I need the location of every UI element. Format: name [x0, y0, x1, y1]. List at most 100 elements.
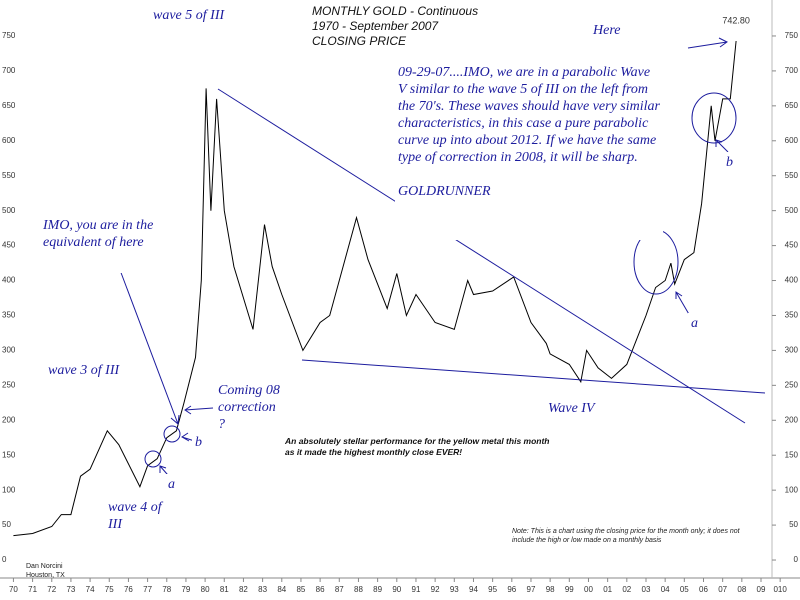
y-tick-label: 150	[2, 450, 16, 459]
y-tick-label: 300	[2, 346, 16, 355]
x-tick-label: 93	[450, 585, 459, 594]
y-tick-label-right: 50	[789, 520, 798, 529]
commentary: 09-29-07....IMO, we are in a parabolic W…	[395, 62, 663, 240]
author-place: Houston, TX	[26, 572, 65, 579]
x-tick-label: 81	[220, 585, 229, 594]
annotation: IMO, you are in the equivalent of here	[40, 215, 168, 273]
x-tick-label: 98	[546, 585, 555, 594]
x-tick-label: 86	[316, 585, 325, 594]
y-tick-label: 400	[2, 276, 16, 285]
arrow	[675, 291, 691, 317]
x-tick-label: 90	[392, 585, 401, 594]
annotation: a	[688, 313, 738, 353]
y-tick-label-right: 300	[785, 346, 799, 355]
annotation: a	[165, 474, 205, 516]
x-tick-label: 03	[642, 585, 651, 594]
x-tick-label: 05	[680, 585, 689, 594]
x-tick-label: 73	[66, 585, 75, 594]
x-tick-label: 88	[354, 585, 363, 594]
price-line	[13, 40, 737, 537]
y-tick-label-right: 350	[785, 311, 799, 320]
footnote: Note: This is a chart using the closing …	[512, 528, 740, 544]
y-tick-label: 100	[2, 485, 16, 494]
x-tick-label: 89	[373, 585, 382, 594]
y-tick-label-right: 600	[785, 136, 799, 145]
commentary-signature: GOLDRUNNER	[398, 184, 491, 199]
trend-line	[301, 359, 766, 394]
annotation: b	[192, 432, 235, 474]
y-tick-label: 350	[2, 311, 16, 320]
x-tick-label: 97	[527, 585, 536, 594]
x-tick-label: 84	[277, 585, 286, 594]
y-tick-label: 450	[2, 241, 16, 250]
arrow	[687, 37, 728, 49]
x-tick-label: 77	[143, 585, 152, 594]
x-tick-label: 02	[622, 585, 631, 594]
x-tick-label: 07	[718, 585, 727, 594]
y-tick-label-right: 400	[785, 276, 799, 285]
x-tick-label: 010	[773, 585, 787, 594]
arrow	[715, 139, 729, 153]
y-tick-label-right: 700	[785, 66, 799, 75]
y-tick-label-right: 650	[785, 101, 799, 110]
x-tick-label: 87	[335, 585, 344, 594]
x-tick-label: 09	[757, 585, 766, 594]
x-tick-label: 83	[258, 585, 267, 594]
x-tick-label: 06	[699, 585, 708, 594]
x-tick-label: 82	[239, 585, 248, 594]
y-tick-label: 700	[2, 66, 16, 75]
x-tick-label: 92	[431, 585, 440, 594]
y-tick-label: 600	[2, 136, 16, 145]
author-name: Dan Norcini	[26, 563, 63, 570]
x-tick-label: 80	[201, 585, 210, 594]
x-tick-label: 95	[488, 585, 497, 594]
y-tick-label-right: 0	[794, 555, 799, 564]
arrow	[184, 405, 214, 415]
title-block: MONTHLY GOLD - Continuous 1970 - Septemb…	[312, 4, 492, 54]
arrow	[119, 269, 180, 425]
annotation: wave 4 of III	[105, 497, 165, 549]
y-tick-label-right: 500	[785, 206, 799, 215]
annotation: b	[723, 152, 765, 197]
x-tick-label: 99	[565, 585, 574, 594]
chart-subtitle: 1970 - September 2007	[312, 19, 439, 33]
x-tick-label: 70	[9, 585, 18, 594]
annotation: Wave IV	[545, 398, 640, 438]
highlight-circle	[163, 425, 181, 443]
x-tick-label: 04	[661, 585, 670, 594]
commentary-text: 09-29-07....IMO, we are in a parabolic W…	[398, 65, 660, 165]
x-tick-label: 91	[412, 585, 421, 594]
chart-title: MONTHLY GOLD - Continuous	[312, 4, 479, 18]
y-tick-label: 550	[2, 171, 16, 180]
x-tick-label: 01	[603, 585, 612, 594]
x-tick-label: 72	[47, 585, 56, 594]
chart-subtitle: CLOSING PRICE	[312, 34, 407, 48]
x-tick-label: 71	[28, 585, 37, 594]
performance-note: An absolutely stellar performance for th…	[285, 436, 550, 457]
y-tick-label: 750	[2, 31, 16, 40]
x-tick-label: 85	[296, 585, 305, 594]
y-tick-label-right: 750	[785, 31, 799, 40]
y-tick-label-right: 200	[785, 415, 799, 424]
highlight-circle	[691, 92, 737, 144]
author: Dan Norcini Houston, TX	[26, 562, 65, 580]
y-tick-label: 0	[2, 555, 7, 564]
value-label: 742.80	[722, 15, 750, 25]
x-tick-label: 78	[162, 585, 171, 594]
y-tick-label-right: 150	[785, 450, 799, 459]
arrows	[119, 37, 729, 483]
x-tick-label: 79	[181, 585, 190, 594]
annotation: Coming 08 correction ?	[215, 380, 285, 432]
highlight-circle	[144, 450, 162, 468]
annotation: Here	[590, 20, 685, 52]
x-tick-label: 76	[124, 585, 133, 594]
y-tick-label-right: 250	[785, 380, 799, 389]
y-tick-label: 200	[2, 415, 16, 424]
y-tick-label: 500	[2, 206, 16, 215]
y-tick-label: 650	[2, 101, 16, 110]
x-tick-label: 00	[584, 585, 593, 594]
x-tick-label: 74	[86, 585, 95, 594]
y-tick-label-right: 550	[785, 171, 799, 180]
annotation: wave 5 of III	[150, 5, 250, 53]
